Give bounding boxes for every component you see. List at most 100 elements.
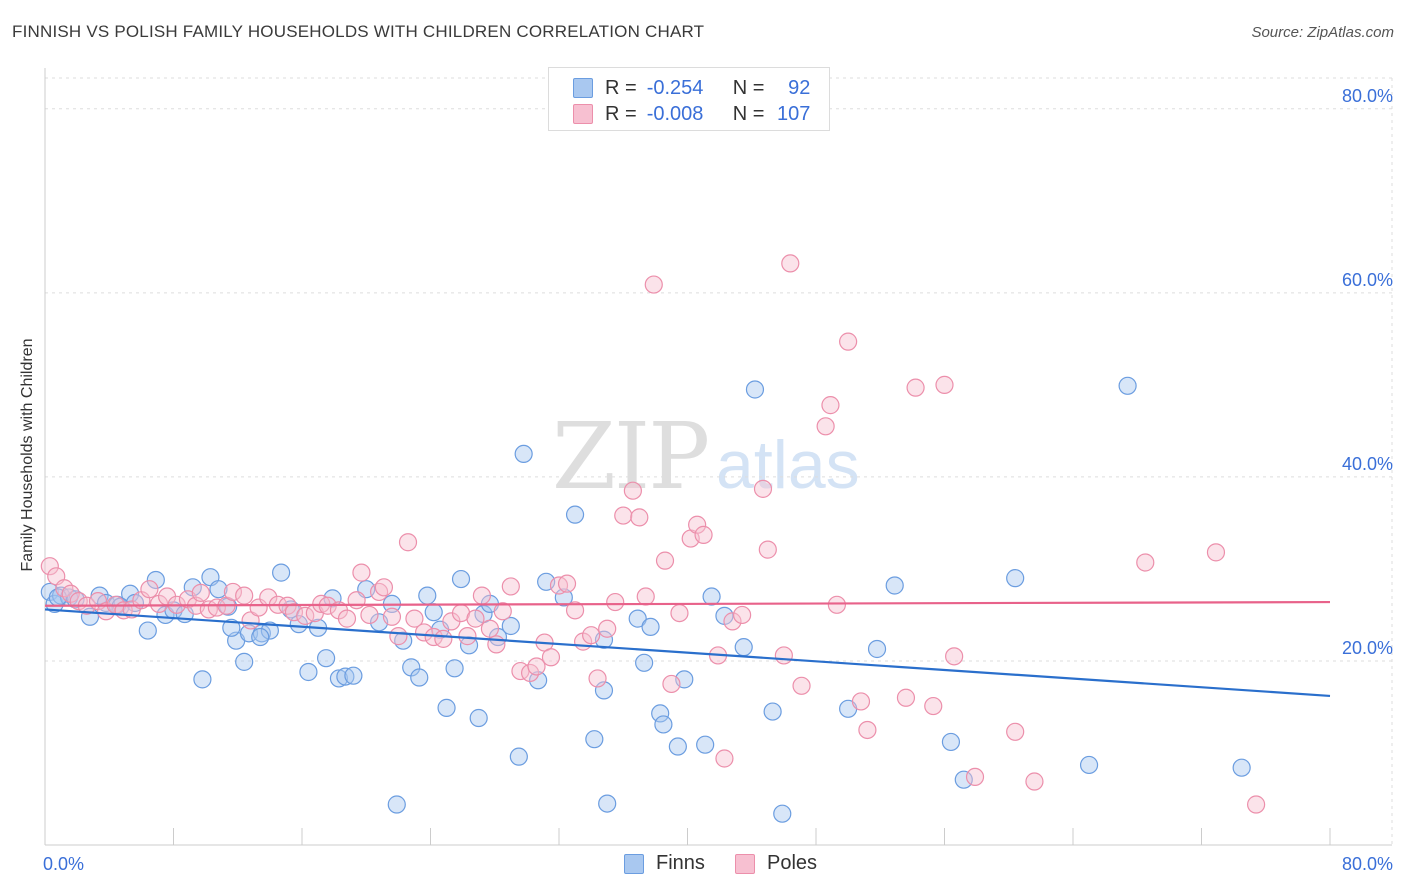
legend-item-poles: Poles — [735, 852, 817, 875]
poles-point — [1206, 543, 1226, 562]
finns-point — [193, 670, 212, 689]
finns-point — [329, 669, 349, 688]
finns-point — [565, 505, 585, 524]
y-tick-label: 20.0% — [1342, 638, 1393, 658]
finns-point — [418, 586, 437, 605]
poles-point — [851, 692, 871, 711]
poles-point — [472, 586, 491, 605]
x-tick-label: 0.0% — [43, 854, 84, 874]
poles-point — [565, 601, 585, 620]
poles-points — [40, 254, 1266, 814]
poles-point — [733, 605, 752, 625]
poles-point — [606, 592, 625, 612]
finns-point — [885, 576, 904, 595]
poles-point — [389, 627, 408, 646]
trend-lines — [44, 600, 1331, 698]
poles-point — [636, 587, 655, 606]
finns-point — [668, 737, 687, 756]
poles-point — [694, 525, 713, 544]
poles-point — [96, 602, 116, 621]
finns-point — [598, 794, 617, 813]
poles-point — [466, 609, 485, 628]
finns-point — [445, 659, 464, 678]
finns-point — [1118, 376, 1137, 395]
poles-point — [1136, 553, 1155, 572]
axes — [44, 68, 1392, 846]
finns-point — [459, 636, 479, 655]
finns-r-label: R = — [605, 76, 637, 99]
poles-point — [816, 417, 835, 436]
legend: R = -0.254 N = 92 R = -0.008 N = 107 — [548, 67, 830, 131]
finns-point — [424, 603, 443, 622]
finns-point — [867, 639, 887, 659]
finns-point — [954, 770, 973, 789]
poles-point — [1006, 722, 1025, 741]
y-tick-label: 40.0% — [1342, 454, 1393, 474]
legend-row-finns: R = -0.254 N = 92 — [573, 76, 810, 100]
finns-point — [66, 590, 85, 609]
finns-point — [222, 618, 241, 637]
poles-point — [758, 540, 777, 559]
legend-item-finns: Finns — [624, 852, 705, 875]
poles-point — [1247, 795, 1266, 814]
poles-point — [655, 551, 675, 570]
poles-point — [1025, 772, 1044, 791]
poles-point — [40, 557, 59, 576]
poles-point — [501, 577, 520, 596]
finns-point — [773, 804, 792, 823]
poles-point — [774, 646, 793, 665]
poles-point — [924, 696, 943, 716]
poles-point — [360, 605, 379, 625]
finns-point — [316, 649, 336, 668]
poles-point — [792, 676, 811, 695]
poles-point — [715, 749, 734, 768]
poles-n-value: 107 — [777, 102, 811, 125]
tick-labels: 20.0% 40.0% 60.0% 80.0% 0.0% 80.0% — [43, 86, 1393, 874]
poles-point — [670, 603, 689, 623]
finns-point — [410, 668, 429, 687]
finns-trend-line — [44, 608, 1331, 698]
poles-point — [527, 657, 546, 676]
x-tick-label: 80.0% — [1342, 854, 1393, 874]
poles-point — [839, 332, 858, 351]
poles-point — [688, 515, 707, 534]
poles-point — [588, 669, 607, 688]
poles-point — [598, 619, 617, 638]
poles-point — [414, 623, 434, 642]
chart-title: FINNISH VS POLISH FAMILY HOUSEHOLDS WITH… — [12, 22, 705, 41]
poles-point — [352, 563, 371, 582]
finns-legend-swatch — [624, 853, 644, 874]
finns-point — [1232, 758, 1251, 777]
finns-point — [696, 735, 715, 754]
finns-point — [734, 638, 753, 657]
finns-point — [745, 380, 765, 399]
poles-point — [582, 626, 601, 645]
finns-point — [641, 617, 660, 637]
poles-point — [644, 275, 663, 294]
finns-point — [469, 708, 488, 728]
poles-point — [623, 481, 642, 500]
watermark-zip: ZIP — [552, 403, 708, 510]
poles-point — [284, 603, 304, 622]
finns-r-value: -0.254 — [646, 76, 704, 99]
finns-point — [509, 747, 528, 766]
finns-n-value: 92 — [788, 76, 811, 99]
finns-point — [514, 444, 533, 463]
finns-point — [138, 621, 157, 640]
finns-point — [1079, 755, 1099, 775]
poles-point — [223, 582, 243, 602]
poles-point — [191, 583, 210, 602]
poles-point — [557, 574, 577, 593]
poles-point — [781, 254, 800, 273]
poles-point — [723, 612, 742, 631]
poles-point — [821, 396, 840, 415]
finns-point — [763, 702, 782, 721]
finns-point — [501, 616, 520, 636]
poles-point — [753, 479, 773, 498]
poles-n-label: N = — [732, 102, 765, 125]
finns-point — [635, 653, 654, 672]
finns-point — [451, 569, 471, 589]
poles-trend-line — [44, 600, 1331, 607]
y-tick-label: 60.0% — [1342, 270, 1393, 290]
finns-point — [654, 715, 673, 734]
